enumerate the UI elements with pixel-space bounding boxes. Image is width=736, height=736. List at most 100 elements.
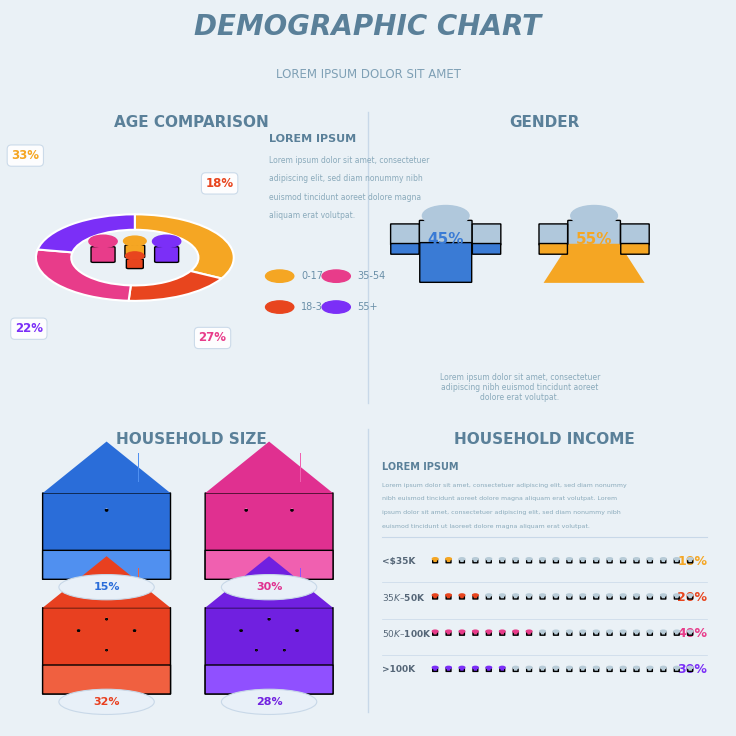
FancyBboxPatch shape (634, 631, 639, 635)
Wedge shape (36, 250, 131, 301)
FancyBboxPatch shape (459, 595, 464, 599)
Text: aliquam erat volutpat.: aliquam erat volutpat. (269, 211, 355, 220)
Text: 10%: 10% (677, 555, 707, 568)
Circle shape (526, 666, 532, 669)
Circle shape (152, 236, 181, 247)
Text: 15%: 15% (93, 582, 120, 592)
Text: 18%: 18% (205, 177, 234, 190)
Text: 30%: 30% (256, 582, 283, 592)
FancyBboxPatch shape (391, 224, 420, 245)
Text: HOUSEHOLD INCOME: HOUSEHOLD INCOME (454, 431, 635, 447)
FancyBboxPatch shape (540, 668, 545, 671)
FancyBboxPatch shape (594, 595, 598, 599)
FancyBboxPatch shape (433, 668, 438, 671)
FancyBboxPatch shape (634, 668, 639, 671)
FancyBboxPatch shape (687, 595, 693, 599)
Circle shape (539, 630, 545, 632)
FancyBboxPatch shape (553, 668, 559, 671)
FancyBboxPatch shape (648, 668, 652, 671)
FancyBboxPatch shape (540, 595, 545, 599)
FancyBboxPatch shape (486, 595, 491, 599)
Circle shape (266, 270, 294, 283)
Circle shape (620, 558, 626, 560)
FancyBboxPatch shape (687, 631, 693, 635)
Bar (138, 453, 139, 481)
FancyBboxPatch shape (473, 244, 500, 254)
Circle shape (647, 594, 653, 596)
Circle shape (526, 558, 532, 560)
Text: 33%: 33% (11, 149, 39, 162)
FancyBboxPatch shape (473, 668, 478, 671)
Wedge shape (38, 214, 135, 252)
FancyBboxPatch shape (607, 559, 612, 563)
Circle shape (473, 630, 478, 632)
Circle shape (674, 558, 679, 560)
Text: GENDER: GENDER (509, 116, 580, 130)
FancyBboxPatch shape (473, 224, 500, 245)
FancyBboxPatch shape (620, 244, 649, 254)
Circle shape (620, 666, 626, 669)
Text: $35K–$50K: $35K–$50K (382, 592, 425, 603)
FancyBboxPatch shape (620, 595, 626, 599)
FancyBboxPatch shape (43, 551, 171, 579)
Circle shape (446, 594, 451, 596)
FancyBboxPatch shape (513, 631, 518, 635)
FancyBboxPatch shape (581, 631, 585, 635)
FancyBboxPatch shape (106, 509, 107, 510)
Polygon shape (544, 244, 645, 283)
Text: 30%: 30% (677, 663, 707, 676)
Text: 35-54: 35-54 (358, 271, 386, 281)
FancyBboxPatch shape (527, 631, 531, 635)
Text: AGE COMPARISON: AGE COMPARISON (114, 116, 269, 130)
Circle shape (660, 630, 666, 632)
FancyBboxPatch shape (620, 668, 626, 671)
FancyBboxPatch shape (433, 595, 438, 599)
Circle shape (322, 270, 350, 283)
Circle shape (459, 666, 464, 669)
FancyBboxPatch shape (634, 595, 639, 599)
Circle shape (660, 594, 666, 596)
Circle shape (687, 630, 693, 632)
FancyBboxPatch shape (127, 259, 144, 269)
FancyBboxPatch shape (594, 559, 598, 563)
Circle shape (266, 301, 294, 314)
Circle shape (459, 630, 464, 632)
Circle shape (553, 594, 559, 596)
Circle shape (513, 558, 518, 560)
FancyBboxPatch shape (648, 559, 652, 563)
Ellipse shape (59, 575, 155, 600)
Wedge shape (129, 271, 222, 301)
Text: nibh euismod tincidunt aoreet dolore magna aliquam erat volutpat. Lorem: nibh euismod tincidunt aoreet dolore mag… (382, 497, 618, 501)
FancyBboxPatch shape (594, 668, 598, 671)
Circle shape (500, 558, 505, 560)
Polygon shape (205, 556, 333, 608)
Bar (300, 453, 302, 481)
Circle shape (593, 666, 599, 669)
Circle shape (647, 558, 653, 560)
Circle shape (126, 252, 144, 260)
FancyBboxPatch shape (446, 595, 451, 599)
FancyBboxPatch shape (420, 243, 472, 283)
Text: adipiscing elit, sed diam nonummy nibh: adipiscing elit, sed diam nonummy nibh (269, 174, 422, 183)
Circle shape (500, 594, 505, 596)
Text: HOUSEHOLD SIZE: HOUSEHOLD SIZE (116, 431, 266, 447)
Circle shape (486, 666, 492, 669)
Circle shape (422, 205, 469, 226)
Ellipse shape (59, 689, 155, 715)
FancyBboxPatch shape (620, 559, 626, 563)
Circle shape (486, 594, 492, 596)
Text: DEMOGRAPHIC CHART: DEMOGRAPHIC CHART (194, 13, 542, 40)
Circle shape (580, 558, 586, 560)
Text: Lorem ipsum dolor sit amet, consectetuer: Lorem ipsum dolor sit amet, consectetuer (269, 155, 430, 165)
Text: 27%: 27% (199, 331, 227, 344)
Circle shape (607, 594, 612, 596)
FancyBboxPatch shape (486, 631, 491, 635)
Circle shape (607, 630, 612, 632)
FancyBboxPatch shape (661, 559, 666, 563)
Bar (138, 567, 139, 596)
Circle shape (539, 558, 545, 560)
Circle shape (446, 558, 451, 560)
FancyBboxPatch shape (205, 608, 333, 694)
FancyBboxPatch shape (607, 668, 612, 671)
FancyBboxPatch shape (391, 244, 419, 254)
